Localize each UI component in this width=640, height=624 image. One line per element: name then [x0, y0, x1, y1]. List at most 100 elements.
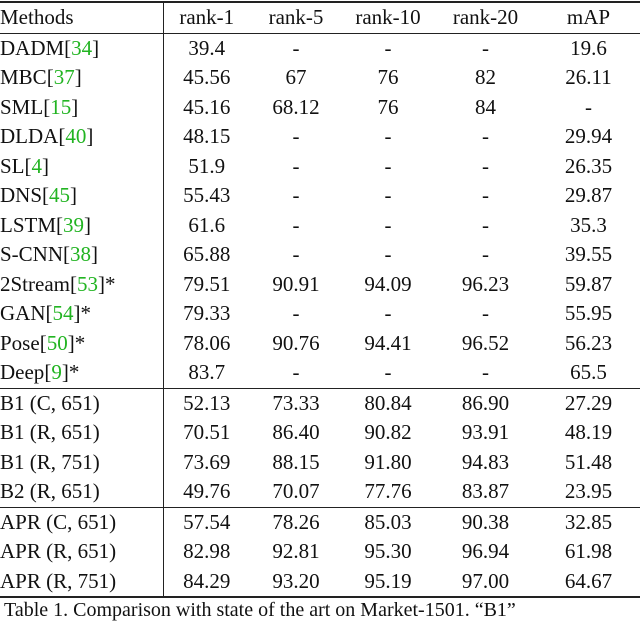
citation-link[interactable]: 37	[53, 65, 75, 90]
citation-bracket-open: [	[46, 65, 54, 90]
cell-map: 64.67	[537, 566, 640, 598]
citation-link[interactable]: 15	[50, 94, 72, 119]
table-row: APR (C, 651) 57.54 78.26 85.03 90.38 32.85	[0, 506, 640, 537]
cell-rank-5: 68.12	[272, 94, 320, 119]
method-name: GAN	[0, 301, 46, 326]
table-row: DADM[34] 39.4- - -19.6	[0, 32, 640, 63]
citation-bracket-open: [	[64, 35, 72, 60]
method-name: DADM	[0, 35, 65, 60]
cell-rank-20: -	[482, 360, 489, 385]
col-header-rank-10: rank-10	[342, 1, 434, 34]
citation-bracket-open: [	[24, 153, 32, 178]
citation-bracket-open: [	[69, 271, 77, 296]
citation-link[interactable]: 40	[65, 124, 87, 149]
table-caption: Table 1. Comparison with state of the ar…	[4, 599, 516, 621]
citation-link[interactable]: 34	[71, 35, 93, 60]
cell-rank-5: -	[292, 183, 300, 208]
method-cell: GAN[54]*	[0, 299, 164, 329]
cell-rank-5: -	[292, 153, 300, 178]
citation-link[interactable]: 45	[49, 183, 71, 208]
cell-rank-10: 85.03	[342, 506, 434, 537]
group-baselines: B1 (C, 651) 52.13 73.33 80.84 86.90 27.29 B1 (…	[0, 387, 640, 507]
cell-rank-5: 92.81	[272, 539, 320, 564]
table-row: Deep[9]* 83.7 - - - 65.5	[0, 358, 640, 388]
method-name: MBC	[0, 65, 47, 90]
cell-rank-20: 82	[475, 65, 496, 90]
table-row: B1 (R, 651) 70.51 86.40 90.82 93.91 48.19	[0, 418, 640, 448]
cell-rank-20: -	[482, 212, 489, 237]
method-suffix: *	[74, 330, 86, 355]
citation-bracket-close: ]	[74, 65, 82, 90]
method-cell: DLDA[40]	[0, 122, 164, 152]
citation-bracket-close: ]	[84, 212, 92, 237]
cell-rank-20: 96.94	[461, 539, 510, 564]
col-header-map: mAP	[537, 1, 640, 34]
col-header-rank-20: rank-20	[434, 1, 537, 34]
citation-bracket-open: [	[63, 242, 71, 267]
cell-rank-20: -	[482, 301, 489, 326]
cell-rank-20: 90.38	[434, 506, 537, 537]
citation-link[interactable]: 53	[76, 271, 98, 296]
citation-bracket-close: ]	[97, 271, 105, 296]
table-row: APR (R, 751) 84.29 93.20 95.19 97.00 64.67	[0, 566, 640, 598]
col-header-rank-5: rank-5	[250, 1, 342, 34]
cell-rank-5: 86.40	[272, 420, 320, 445]
cell-rank-20: 96.23	[461, 271, 510, 296]
method-name: Deep	[0, 360, 45, 385]
cell-rank-20: -	[482, 153, 489, 178]
cell-rank-10: 90.82	[364, 420, 412, 445]
method-cell: LSTM[39]	[0, 210, 164, 240]
cell-map: 32.85	[537, 506, 640, 537]
cell-rank-20: -	[434, 32, 537, 63]
method-cell: APR (R, 651)	[0, 537, 164, 567]
cell-rank-5: -	[250, 32, 342, 63]
citation-link[interactable]: 54	[52, 301, 74, 326]
cell-rank-10: 94.41	[364, 330, 412, 355]
method-cell: B1 (R, 651)	[0, 418, 164, 448]
cell-map: 56.23	[564, 330, 613, 355]
cell-rank-20: 94.83	[461, 449, 510, 474]
method-cell: B1 (C, 651)	[0, 387, 164, 418]
method-name: S-CNN	[0, 242, 64, 267]
citation-bracket-close: ]	[71, 94, 79, 119]
cell-map: 27.29	[537, 387, 640, 418]
citation-link[interactable]: 9	[51, 360, 62, 385]
cell-rank-1: 79.33	[183, 301, 231, 326]
cell-rank-20: 86.90	[434, 387, 537, 418]
cell-rank-20: 83.87	[461, 479, 510, 504]
method-name: 2Stream	[0, 271, 70, 296]
citation-bracket-close: ]	[61, 360, 69, 385]
method-name: SML	[0, 94, 44, 119]
method-name: Pose	[0, 330, 40, 355]
method-suffix: *	[104, 271, 116, 296]
table-row: DNS[45] 55.43 - - - 29.87	[0, 181, 640, 211]
method-name: LSTM	[0, 212, 57, 237]
cell-rank-1: 61.6	[188, 212, 226, 237]
cell-rank-1: 52.13	[163, 387, 250, 418]
table-row: Pose[50]* 78.06 90.76 94.41 96.52 56.23	[0, 328, 640, 358]
cell-rank-1: 78.06	[183, 330, 231, 355]
cell-rank-5: -	[292, 301, 300, 326]
method-name: SL	[0, 153, 25, 178]
citation-link[interactable]: 50	[46, 330, 68, 355]
method-name: DLDA	[0, 124, 59, 149]
cell-rank-10: -	[384, 212, 392, 237]
group-apr: APR (C, 651) 57.54 78.26 85.03 90.38 32.85 APR…	[0, 506, 640, 598]
cell-map: 65.5	[570, 360, 607, 385]
cell-rank-10: 95.30	[364, 539, 412, 564]
cell-rank-1: 55.43	[183, 183, 231, 208]
method-name: APR (C, 651)	[0, 509, 117, 534]
citation-link[interactable]: 39	[63, 212, 85, 237]
citation-bracket-close: ]	[92, 35, 100, 60]
cell-rank-20: 84	[475, 94, 496, 119]
cell-rank-5: -	[292, 242, 300, 267]
method-suffix: *	[80, 301, 92, 326]
cell-rank-5: -	[292, 360, 300, 385]
citation-link[interactable]: 38	[70, 242, 92, 267]
citation-link[interactable]: 4	[31, 153, 43, 178]
cell-rank-20: 93.91	[461, 420, 510, 445]
col-header-methods: Methods	[0, 1, 164, 34]
cell-map: 61.98	[564, 539, 613, 564]
cell-rank-10: 91.80	[364, 449, 412, 474]
cell-rank-20: -	[482, 183, 489, 208]
